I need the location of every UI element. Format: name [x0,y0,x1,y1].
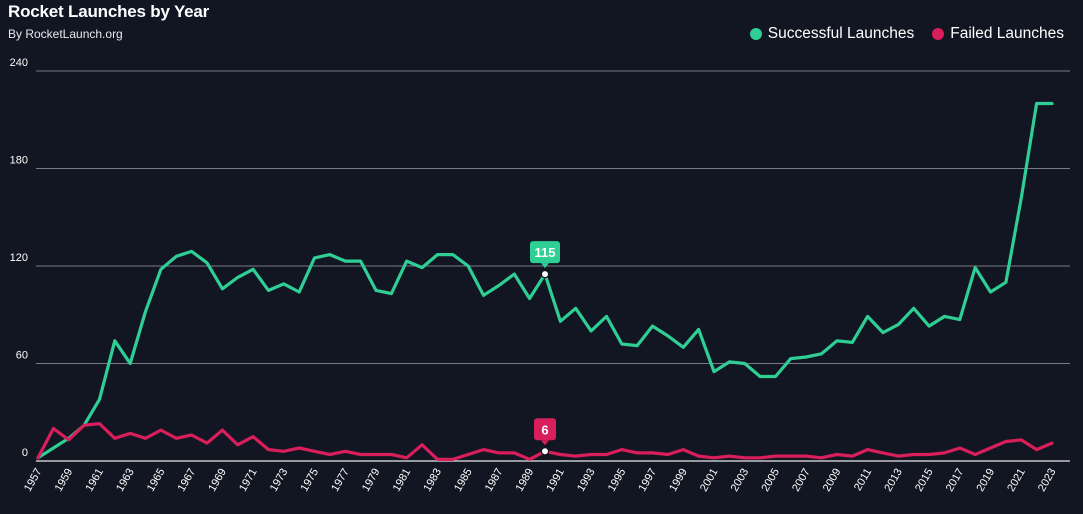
callout-marker-successful [540,269,550,279]
x-tick-label-2005: 2005 [759,467,782,494]
x-tick-label-1965: 1965 [145,467,168,494]
legend-item-failed[interactable]: Failed Launches [932,25,1064,43]
callout-pointer-successful [541,263,549,269]
chart-legend: Successful Launches Failed Launches [749,25,1064,43]
x-tick-label-1981: 1981 [391,467,414,494]
callout-pointer-failed [541,440,549,446]
y-tick-label-60: 60 [16,350,28,362]
callout-label-failed: 6 [541,422,548,437]
x-tick-label-1997: 1997 [637,467,660,494]
callout-box-successful [530,241,560,264]
x-tick-label-1963: 1963 [114,467,137,494]
x-tick-label-1961: 1961 [83,467,106,494]
x-tick-label-1987: 1987 [483,466,506,493]
y-tick-label-120: 120 [10,252,28,264]
x-tick-label-2007: 2007 [790,467,813,494]
y-tick-label-0: 0 [22,447,28,459]
x-tick-label-1959: 1959 [53,467,76,494]
x-tick-label-2011: 2011 [852,467,874,493]
x-tick-label-1999: 1999 [667,467,690,494]
legend-marker-successful [749,28,762,40]
callout-marker-failed [540,447,550,456]
x-tick-label-1979: 1979 [360,467,383,494]
x-tick-label-1973: 1973 [268,467,291,494]
x-tick-label-1989: 1989 [514,467,537,494]
legend-marker-failed [932,28,945,40]
x-tick-label-1969: 1969 [206,467,229,494]
series-line-successful [36,101,1054,460]
x-tick-label-2001: 2001 [698,467,721,494]
x-tick-label-2003: 2003 [729,467,752,494]
x-tick-label-2009: 2009 [821,467,844,494]
x-tick-label-1971: 1971 [237,467,260,494]
callout-label-successful: 115 [535,245,556,260]
x-tick-label-1977: 1977 [329,467,352,494]
x-tick-label-1983: 1983 [421,467,444,494]
x-tick-label-2021: 2021 [1005,467,1028,494]
x-tick-label-2019: 2019 [975,467,998,494]
legend-label-failed: Failed Launches [950,25,1064,42]
x-tick-label-1991: 1991 [544,467,567,494]
y-tick-label-180: 180 [10,155,28,167]
chart-title: Rocket Launches by Year [8,2,210,21]
x-tick-label-1985: 1985 [452,467,475,494]
legend-label-successful: Successful Launches [767,25,915,42]
x-tick-label-1995: 1995 [606,467,629,494]
x-tick-label-2015: 2015 [913,467,936,494]
chart-subtitle: By RocketLaunch.org [8,27,123,41]
x-tick-label-2017: 2017 [944,467,967,494]
x-tick-label-2013: 2013 [882,467,905,494]
callout-box-failed [534,418,556,441]
x-tick-label-2023: 2023 [1036,467,1059,494]
y-tick-label-240: 240 [10,57,28,69]
x-tick-label-1975: 1975 [299,467,322,494]
x-tick-label-1993: 1993 [575,467,598,494]
x-tick-label-1967: 1967 [176,467,199,494]
x-tick-label-1957: 1957 [22,467,45,494]
legend-item-successful[interactable]: Successful Launches [749,25,915,43]
